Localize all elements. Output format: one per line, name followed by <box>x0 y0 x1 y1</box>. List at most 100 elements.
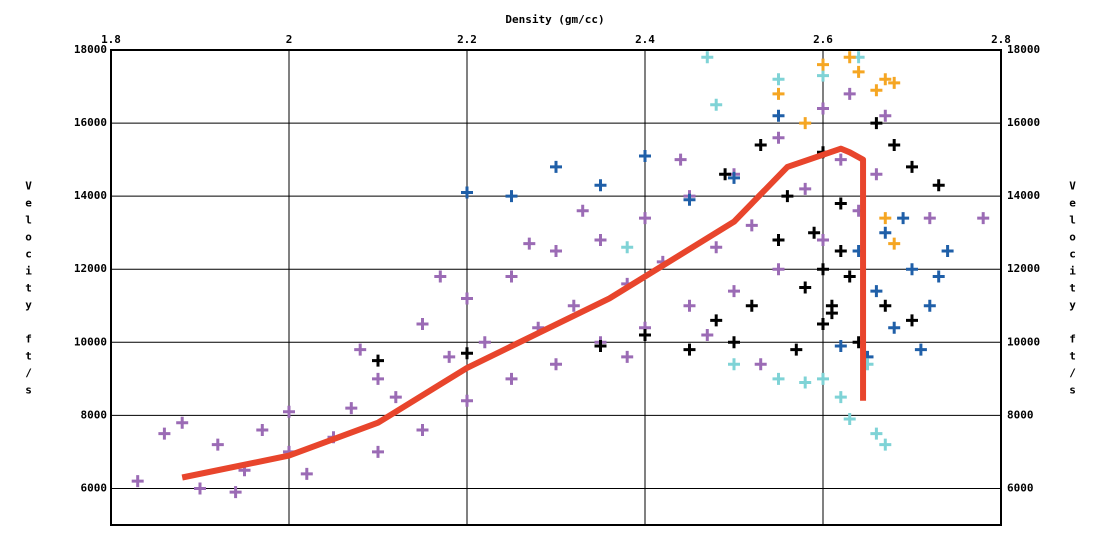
point <box>932 179 945 192</box>
point <box>923 212 936 225</box>
point <box>728 358 740 371</box>
point <box>576 204 589 217</box>
x-tick-label: 2.8 <box>991 33 1011 46</box>
point <box>923 299 936 312</box>
point <box>710 314 723 327</box>
point <box>808 226 821 239</box>
point <box>817 318 829 331</box>
point <box>639 329 651 341</box>
y-tick-label: 16000 <box>74 116 107 129</box>
point <box>434 270 447 283</box>
point <box>906 160 918 173</box>
point <box>799 376 812 389</box>
point <box>505 270 518 283</box>
point <box>888 237 901 250</box>
x-tick-label: 1.8 <box>101 33 121 46</box>
plot-frame <box>110 49 1002 526</box>
y2-tick-label: 12000 <box>1007 262 1040 275</box>
point <box>211 438 224 451</box>
point <box>283 405 295 418</box>
point <box>772 109 785 122</box>
point <box>728 336 740 349</box>
point <box>639 149 651 162</box>
point <box>834 197 847 210</box>
point <box>229 486 242 499</box>
point <box>594 234 607 246</box>
point <box>888 76 901 89</box>
point <box>416 424 429 436</box>
point <box>914 343 927 356</box>
y-tick-label: 14000 <box>74 189 107 202</box>
y2-axis-label: Velocity ft/s <box>1066 180 1079 401</box>
point <box>772 234 785 246</box>
point <box>817 372 829 385</box>
point <box>719 168 732 181</box>
point <box>131 475 144 488</box>
point <box>879 438 892 451</box>
point <box>674 153 687 166</box>
point <box>461 394 473 407</box>
point <box>372 354 384 367</box>
point <box>772 87 785 100</box>
x-tick-label: 2.4 <box>635 33 655 46</box>
point <box>461 347 473 360</box>
point <box>834 153 847 166</box>
point <box>639 212 651 225</box>
point <box>870 84 883 97</box>
point <box>879 212 892 225</box>
point <box>728 171 740 184</box>
point <box>505 372 518 385</box>
point <box>879 299 892 312</box>
point <box>710 98 723 111</box>
point <box>550 358 562 371</box>
point <box>879 226 892 239</box>
point <box>834 391 847 404</box>
point <box>176 416 189 429</box>
point <box>817 58 829 71</box>
point <box>745 299 758 312</box>
point <box>781 190 794 203</box>
point <box>817 234 829 246</box>
y2-tick-label: 10000 <box>1007 335 1040 348</box>
point <box>906 263 918 276</box>
point <box>772 263 785 276</box>
point <box>870 168 883 181</box>
point <box>505 190 518 203</box>
point <box>621 241 634 254</box>
y-tick-label: 6000 <box>81 481 108 494</box>
point <box>834 339 847 352</box>
y-tick-label: 8000 <box>81 408 108 421</box>
point <box>550 160 562 173</box>
point <box>870 427 883 440</box>
point <box>870 285 883 298</box>
y2-tick-label: 8000 <box>1007 408 1034 421</box>
point <box>256 424 269 436</box>
point <box>879 73 892 86</box>
point <box>843 87 856 100</box>
point <box>790 343 803 356</box>
point <box>754 139 767 151</box>
point <box>372 372 384 385</box>
point <box>843 270 856 283</box>
point <box>897 212 910 225</box>
point <box>683 343 696 356</box>
point <box>906 314 918 327</box>
y2-tick-label: 6000 <box>1007 481 1034 494</box>
point <box>300 467 313 480</box>
point <box>461 292 473 305</box>
point <box>932 270 945 283</box>
point <box>799 281 812 294</box>
point <box>879 109 892 122</box>
y-axis-label: Velocity ft/s <box>22 180 35 401</box>
point <box>194 482 206 495</box>
point <box>443 350 456 363</box>
point <box>550 244 562 257</box>
point <box>683 299 696 312</box>
point <box>834 244 847 257</box>
point <box>728 285 740 298</box>
point <box>772 131 785 144</box>
point <box>478 336 491 349</box>
y2-tick-label: 18000 <box>1007 43 1040 56</box>
y-tick-label: 12000 <box>74 262 107 275</box>
point <box>888 139 901 151</box>
